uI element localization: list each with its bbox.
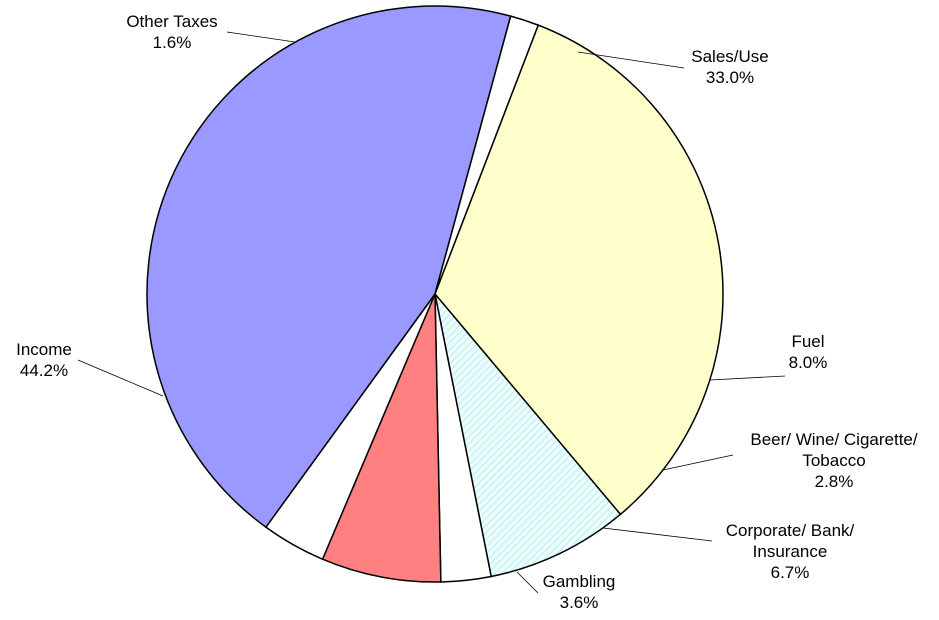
slice-name: Gambling xyxy=(543,572,616,591)
slice-percent: 44.2% xyxy=(20,361,68,380)
slice-label-fuel: Fuel 8.0% xyxy=(789,332,828,372)
leader-line-fuel xyxy=(709,375,786,381)
leader-lines xyxy=(77,31,786,594)
slice-percent: 8.0% xyxy=(789,353,828,372)
pie-slice-corporate-bank-insurance xyxy=(321,293,442,583)
slice-name: Beer/ Wine/ Cigarette/ xyxy=(750,430,918,449)
leader-line-beer-wine-cigarette-tobacco xyxy=(662,454,734,471)
slice-percent: 1.6% xyxy=(153,33,192,52)
pie-slice-income xyxy=(146,5,512,529)
slice-percent: 6.7% xyxy=(771,563,810,582)
slice-label-corporate-bank-insurance: Corporate/ Bank/Insurance 6.7% xyxy=(726,521,855,582)
pie-slice-fuel xyxy=(434,293,622,578)
leader-line-other-taxes xyxy=(226,31,296,43)
slice-percent: 3.6% xyxy=(560,593,599,612)
slice-percent: 2.8% xyxy=(815,472,854,491)
slice-name: Other Taxes xyxy=(126,12,217,31)
pie-slice-sales-use xyxy=(434,24,724,516)
slice-percent: 33.0% xyxy=(706,68,754,87)
slice-name: Income xyxy=(16,340,72,359)
slice-name: Tobacco xyxy=(802,451,865,470)
pie-slices xyxy=(146,5,724,583)
leader-line-sales-use xyxy=(577,51,685,69)
leader-line-gambling xyxy=(516,571,539,594)
slice-label-income: Income 44.2% xyxy=(16,340,72,380)
pie-slice-other-taxes xyxy=(434,15,540,295)
slice-name: Insurance xyxy=(753,542,828,561)
slice-name: Sales/Use xyxy=(691,47,768,66)
slice-labels: Sales/Use 33.0% Fuel 8.0% Beer/ Wine/ Cigare… xyxy=(16,12,918,612)
leader-line-income xyxy=(77,359,164,397)
slice-name: Fuel xyxy=(791,332,824,351)
leader-line-corporate-bank-insurance xyxy=(602,527,713,542)
slice-label-sales-use: Sales/Use 33.0% xyxy=(691,47,768,87)
slice-label-beer-wine-cigarette-tobacco: Beer/ Wine/ Cigarette/Tobacco 2.8% xyxy=(750,430,918,491)
slice-label-gambling: Gambling 3.6% xyxy=(543,572,616,612)
slice-label-other-taxes: Other Taxes 1.6% xyxy=(126,12,217,52)
slice-name: Corporate/ Bank/ xyxy=(726,521,855,540)
